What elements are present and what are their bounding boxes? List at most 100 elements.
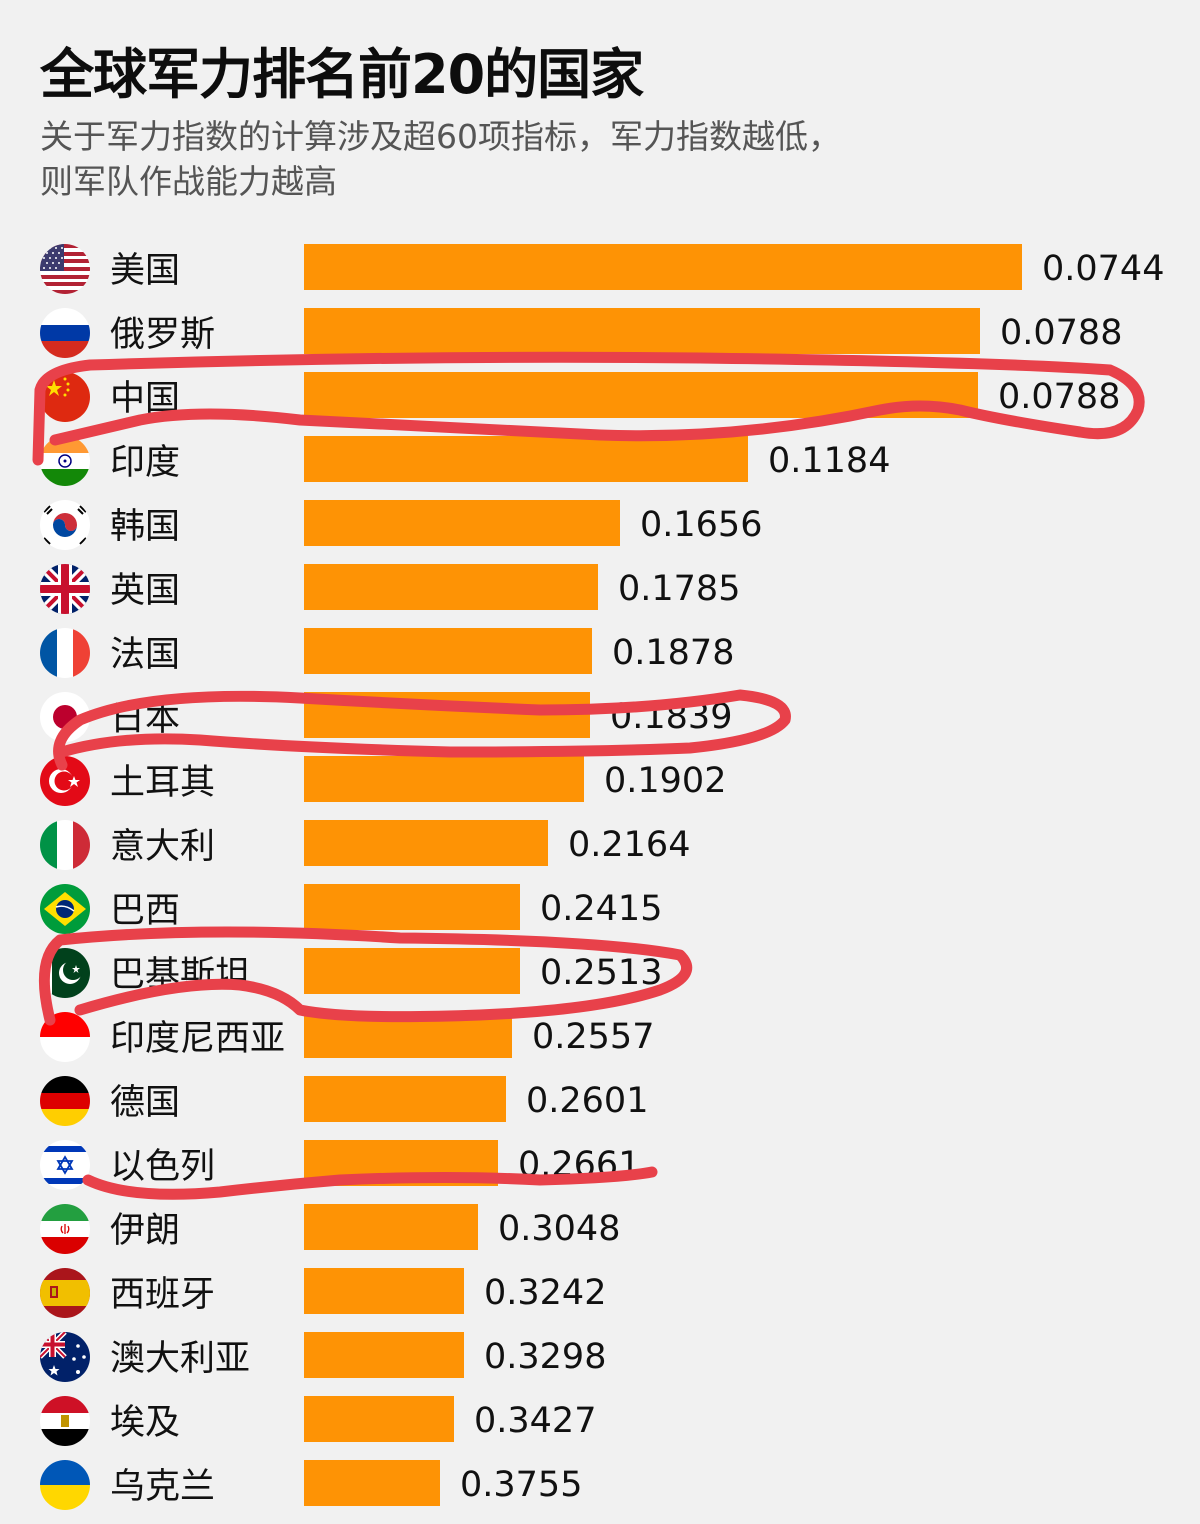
value-label: 0.1184 — [768, 441, 891, 481]
bar — [304, 884, 520, 930]
chart-row: 巴西 0.2415 — [0, 884, 1200, 948]
bar — [304, 1460, 440, 1506]
pakistan-flag-icon — [40, 948, 90, 998]
chart-row: 土耳其 0.1902 — [0, 756, 1200, 820]
country-label: 印度 — [110, 443, 181, 483]
chart-row: 英国 0.1785 — [0, 564, 1200, 628]
country-label: 韩国 — [110, 507, 181, 547]
chart-row: 乌克兰 0.3755 — [0, 1460, 1200, 1524]
country-label: 西班牙 — [110, 1275, 216, 1315]
country-label: 巴西 — [110, 891, 181, 931]
bar — [304, 372, 978, 418]
bar — [304, 756, 584, 802]
chart-row: 俄罗斯 0.0788 — [0, 308, 1200, 372]
page-title: 全球军力排名前20的国家 — [40, 43, 644, 106]
country-label: 土耳其 — [110, 763, 216, 803]
spain-flag-icon — [40, 1268, 90, 1318]
value-label: 0.0788 — [1000, 313, 1123, 353]
value-label: 0.2557 — [532, 1017, 655, 1057]
country-label: 美国 — [110, 251, 181, 291]
value-label: 0.2164 — [568, 825, 691, 865]
value-label: 0.3755 — [460, 1465, 583, 1505]
country-label: 法国 — [110, 635, 181, 675]
value-label: 0.1878 — [612, 633, 735, 673]
bar — [304, 1204, 478, 1250]
value-label: 0.1839 — [610, 697, 733, 737]
country-label: 以色列 — [110, 1147, 216, 1187]
bar — [304, 500, 620, 546]
ukraine-flag-icon — [40, 1460, 90, 1510]
country-label: 乌克兰 — [110, 1467, 216, 1507]
indonesia-flag-icon — [40, 1012, 90, 1062]
uk-flag-icon — [40, 564, 90, 614]
bar — [304, 1076, 506, 1122]
russia-flag-icon — [40, 308, 90, 358]
chart-row: 伊朗 0.3048 — [0, 1204, 1200, 1268]
value-label: 0.3427 — [474, 1401, 597, 1441]
value-label: 0.0744 — [1042, 249, 1165, 289]
chart-row: 印度 0.1184 — [0, 436, 1200, 500]
subtitle-line-1: 关于军力指数的计算涉及超60项指标，军力指数越低， — [40, 117, 841, 156]
country-label: 德国 — [110, 1083, 181, 1123]
bar — [304, 1140, 498, 1186]
israel-flag-icon — [40, 1140, 90, 1190]
country-label: 澳大利亚 — [110, 1339, 251, 1379]
chart-row: 日本 0.1839 — [0, 692, 1200, 756]
chart-row: 意大利 0.2164 — [0, 820, 1200, 884]
germany-flag-icon — [40, 1076, 90, 1126]
south-korea-flag-icon — [40, 500, 90, 550]
chart-row: 德国 0.2601 — [0, 1076, 1200, 1140]
chart-row: 以色列 0.2661 — [0, 1140, 1200, 1204]
chart-row: 法国 0.1878 — [0, 628, 1200, 692]
bar — [304, 692, 590, 738]
value-label: 0.3048 — [498, 1209, 621, 1249]
bar — [304, 1332, 464, 1378]
country-label: 巴基斯坦 — [110, 955, 251, 995]
value-label: 0.2601 — [526, 1081, 649, 1121]
value-label: 0.1656 — [640, 505, 763, 545]
australia-flag-icon — [40, 1332, 90, 1382]
value-label: 0.0788 — [998, 377, 1121, 417]
bar — [304, 820, 548, 866]
chart-row: 美国 0.0744 — [0, 244, 1200, 308]
chart-row: 韩国 0.1656 — [0, 500, 1200, 564]
country-label: 伊朗 — [110, 1211, 181, 1251]
bar — [304, 244, 1022, 290]
value-label: 0.3298 — [484, 1337, 607, 1377]
page-subtitle: 关于军力指数的计算涉及超60项指标，军力指数越低， 则军队作战能力越高 — [40, 114, 940, 204]
chart-row: 中国 0.0788 — [0, 372, 1200, 436]
bar — [304, 564, 598, 610]
bar — [304, 1012, 512, 1058]
country-label: 埃及 — [110, 1403, 181, 1443]
value-label: 0.1902 — [604, 761, 727, 801]
bar — [304, 948, 520, 994]
chart-row: 澳大利亚 0.3298 — [0, 1332, 1200, 1396]
usa-flag-icon — [40, 244, 90, 294]
country-label: 中国 — [110, 379, 181, 419]
value-label: 0.2415 — [540, 889, 663, 929]
italy-flag-icon — [40, 820, 90, 870]
bar — [304, 628, 592, 674]
bar — [304, 436, 748, 482]
chart-row: 巴基斯坦 0.2513 — [0, 948, 1200, 1012]
country-label: 日本 — [110, 699, 181, 739]
bar — [304, 308, 980, 354]
china-flag-icon — [40, 372, 90, 422]
japan-flag-icon — [40, 692, 90, 742]
iran-flag-icon — [40, 1204, 90, 1254]
country-label: 英国 — [110, 571, 181, 611]
country-label: 俄罗斯 — [110, 315, 216, 355]
country-label: 意大利 — [110, 827, 216, 867]
turkey-flag-icon — [40, 756, 90, 806]
bar — [304, 1396, 454, 1442]
subtitle-line-2: 则军队作战能力越高 — [40, 162, 337, 201]
egypt-flag-icon — [40, 1396, 90, 1446]
india-flag-icon — [40, 436, 90, 486]
chart-row: 印度尼西亚 0.2557 — [0, 1012, 1200, 1076]
value-label: 0.1785 — [618, 569, 741, 609]
value-label: 0.2513 — [540, 953, 663, 993]
chart-row: 西班牙 0.3242 — [0, 1268, 1200, 1332]
value-label: 0.3242 — [484, 1273, 607, 1313]
bar — [304, 1268, 464, 1314]
country-label: 印度尼西亚 — [110, 1019, 286, 1059]
